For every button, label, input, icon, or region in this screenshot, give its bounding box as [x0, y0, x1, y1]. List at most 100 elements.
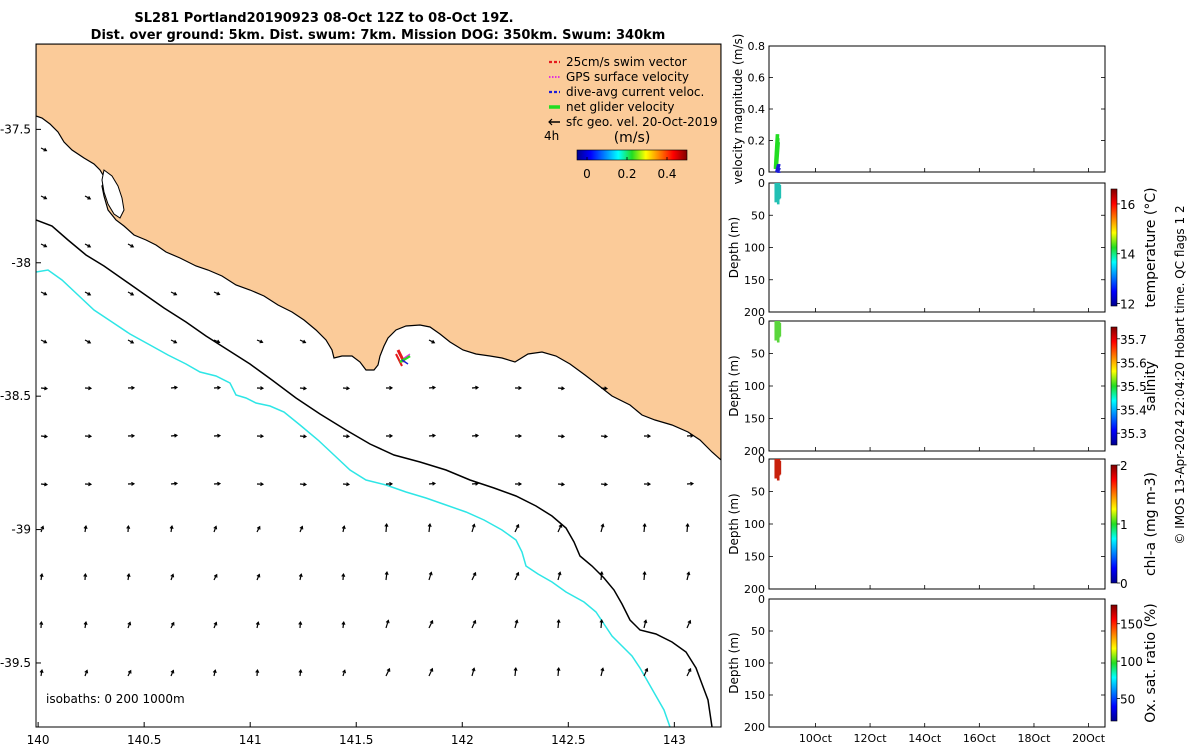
- geo-velocity-arrow: [643, 667, 649, 677]
- dive-avg-mark: [401, 359, 409, 365]
- geo-velocity-arrow: [212, 669, 217, 677]
- geo-velocity-arrow: [385, 667, 391, 677]
- x-tick-label: 20Oct: [1072, 732, 1106, 745]
- y-tick-label: 0: [758, 453, 765, 466]
- geo-velocity-arrow: [342, 482, 351, 487]
- colorbar-tick: 100: [1120, 655, 1143, 669]
- geo-velocity-arrow: [427, 522, 432, 533]
- geo-velocity-arrow: [127, 243, 135, 248]
- x-tick-label: 18Oct: [1017, 732, 1051, 745]
- y-tick-label: 0: [758, 177, 765, 190]
- chart-subtitle: Dist. over ground: 5km. Dist. swum: 7km.…: [91, 28, 666, 43]
- geo-velocity-arrow: [471, 619, 477, 629]
- x-tick-label: 16Oct: [963, 732, 997, 745]
- colorbar-tick: 12: [1120, 298, 1135, 312]
- geo-velocity-arrow: [126, 524, 131, 533]
- map-colorbar-tick: 0: [583, 167, 591, 181]
- map-x-tick-label: 141: [239, 733, 262, 747]
- panel-frame: [768, 182, 1106, 313]
- y-axis-label: Depth (m): [727, 355, 741, 416]
- y-tick-label: 200: [744, 583, 765, 596]
- colorbar-tick: 50: [1120, 693, 1135, 707]
- y-tick-label: 0: [758, 166, 765, 179]
- geo-velocity-arrow: [557, 571, 562, 581]
- geo-velocity-arrow: [341, 525, 346, 533]
- geo-velocity-arrow: [40, 434, 49, 439]
- geo-velocity-arrow: [299, 386, 308, 391]
- geo-velocity-arrow: [127, 433, 136, 438]
- geo-velocity-arrow: [170, 573, 175, 581]
- y-tick-label: 100: [744, 657, 765, 670]
- geo-velocity-arrow: [40, 525, 45, 533]
- profile-mark: [778, 461, 782, 475]
- geo-velocity-arrow: [557, 434, 566, 439]
- map-x-tick-label: 140: [27, 733, 50, 747]
- y-tick-label: 150: [744, 551, 765, 564]
- geo-velocity-arrow: [170, 433, 179, 438]
- y-tick-label: 0.8: [748, 40, 766, 53]
- geo-velocity-arrow: [428, 385, 437, 390]
- geo-velocity-arrow: [341, 620, 346, 629]
- colorbar-tick: 14: [1120, 248, 1135, 262]
- map-x-tick-label: 142: [451, 733, 474, 747]
- colorbar-tick: 35.6: [1120, 356, 1147, 370]
- y-tick-label: 0: [758, 315, 765, 328]
- map-colorbar: [576, 149, 688, 161]
- y-axis-label: Depth (m): [727, 493, 741, 554]
- geo-velocity-arrow: [213, 481, 222, 486]
- land-area: [36, 44, 721, 461]
- geostrophic-arrows: [39, 147, 695, 677]
- y-tick-label: 50: [751, 486, 765, 499]
- geo-velocity-arrow: [686, 571, 691, 581]
- geo-velocity-arrow: [514, 385, 523, 391]
- geo-velocity-arrow: [213, 433, 222, 438]
- geo-velocity-arrow: [39, 669, 44, 677]
- geo-velocity-arrow: [471, 523, 476, 533]
- credit-line: © IMOS 13-Apr-2024 22:04:20 Hobart time.…: [1173, 205, 1187, 544]
- geo-velocity-arrow: [170, 481, 179, 486]
- y-tick-label: 100: [744, 242, 765, 255]
- profile-mark: [778, 323, 782, 337]
- geo-velocity-arrow: [384, 522, 389, 533]
- map-colorbar-tick: 0.4: [657, 167, 676, 181]
- geo-velocity-arrow: [40, 291, 48, 296]
- colorbar-tick: 2: [1120, 459, 1128, 473]
- geo-velocity-arrow: [514, 523, 520, 533]
- map-x-tick-label: 142.5: [551, 733, 585, 747]
- map-y-tick-label: -38.5: [0, 389, 31, 403]
- geo-velocity-arrow: [298, 573, 303, 581]
- geo-velocity-arrow: [600, 523, 605, 533]
- geo-velocity-arrow: [170, 669, 175, 677]
- geo-velocity-arrow: [341, 572, 346, 581]
- geo-velocity-arrow: [384, 570, 389, 581]
- geo-velocity-arrow: [471, 481, 480, 486]
- geo-velocity-arrow: [599, 570, 604, 581]
- y-axis-label: Depth (m): [727, 217, 741, 278]
- geo-velocity-arrow: [513, 666, 518, 677]
- colorbar: [1110, 326, 1118, 446]
- y-tick-label: 0.4: [748, 103, 766, 116]
- geo-velocity-arrow: [385, 619, 390, 629]
- geo-velocity-arrow: [255, 668, 260, 677]
- map-y-ticks: -37.5 -38 -38.5 -39 -39.5: [0, 122, 41, 670]
- geo-velocity-arrow: [83, 525, 88, 533]
- y-tick-label: 200: [744, 306, 765, 319]
- colorbar-tick: 35.4: [1120, 404, 1147, 418]
- colorbar-tick: 1: [1120, 518, 1128, 532]
- geo-velocity-arrow: [514, 571, 520, 581]
- gps-velocity-mark: [403, 353, 411, 359]
- geo-velocity-arrow: [40, 482, 49, 487]
- map-y-tick-label: -39: [11, 523, 31, 537]
- geo-velocity-arrow: [213, 525, 218, 533]
- geo-velocity-arrow: [385, 385, 394, 390]
- island-shape: [101, 169, 125, 219]
- legend-label: 25cm/s swim vector: [566, 55, 687, 69]
- geo-velocity-arrow: [385, 433, 394, 438]
- y-tick-label: 50: [751, 209, 765, 222]
- geo-velocity-arrow: [213, 339, 221, 344]
- geo-velocity-arrow: [342, 434, 351, 439]
- geo-velocity-arrow: [213, 291, 221, 296]
